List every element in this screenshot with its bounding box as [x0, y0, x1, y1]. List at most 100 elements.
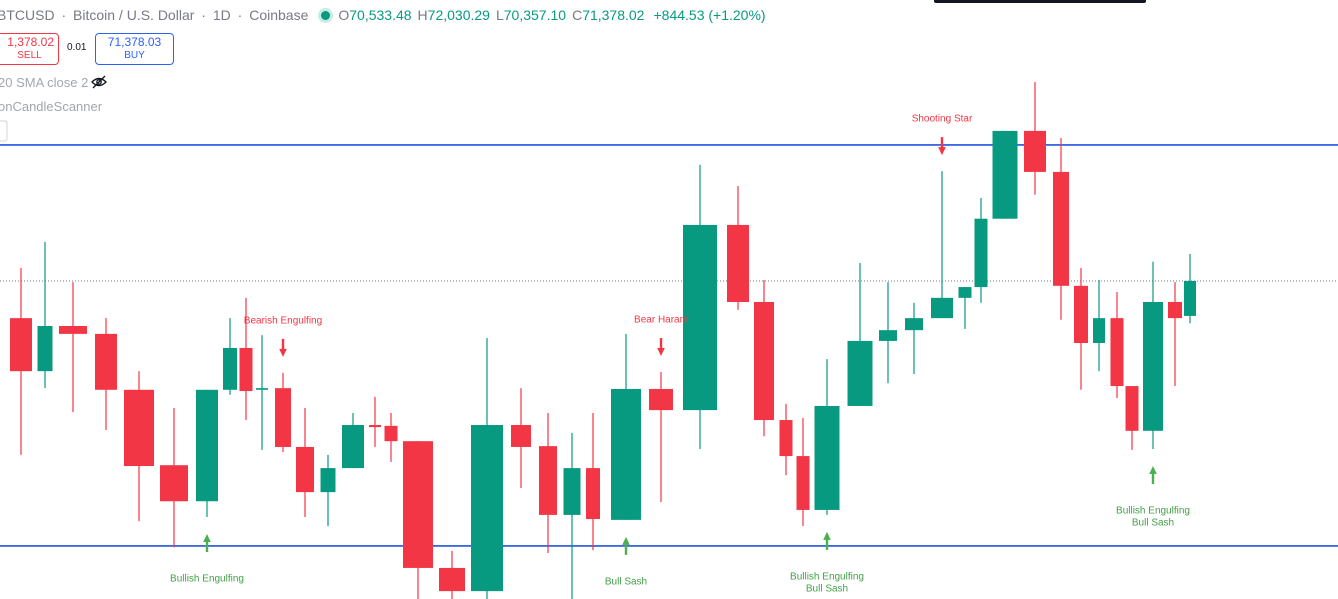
ohlc-key: L	[495, 7, 504, 23]
candle-body	[1184, 280, 1196, 316]
pattern-text: Bull Sash	[1132, 518, 1174, 529]
candle-body	[296, 446, 314, 493]
candle-body	[59, 326, 87, 334]
pattern-label: Shooting Star	[912, 114, 973, 156]
candle-body	[796, 456, 810, 510]
sell-button[interactable]: 1,378.02 SELL	[0, 33, 59, 65]
ohlc-key: O	[338, 7, 350, 23]
candle-body	[1168, 301, 1182, 319]
ohlc-key: H	[417, 7, 428, 23]
buy-label: BUY	[124, 50, 145, 61]
buy-button[interactable]: 71,378.03 BUY	[95, 33, 174, 65]
pattern-label: Bull Sash	[605, 536, 647, 588]
spread: 0.01	[67, 42, 87, 53]
tooltip-edge	[934, 0, 1146, 3]
arrow-down	[279, 338, 287, 357]
separator: ·	[61, 7, 67, 23]
arrow-down	[657, 337, 665, 356]
separator: ·	[237, 7, 243, 23]
buy-price: 71,378.03	[107, 35, 162, 49]
candle-body	[905, 318, 923, 331]
pattern-text: Shooting Star	[912, 114, 973, 125]
arrow-up	[203, 533, 211, 552]
candle-body	[1125, 386, 1139, 431]
candle-body	[223, 347, 237, 390]
pattern-text: Bearish Engulfing	[244, 315, 322, 326]
side-button[interactable]	[0, 120, 8, 142]
separator: ·	[201, 7, 206, 23]
ohlc-value: 71,378.02	[582, 7, 645, 23]
candle-body	[10, 318, 32, 372]
pattern-text: Bullish Engulfing	[790, 572, 864, 583]
sell-price: 1,378.02	[7, 35, 54, 49]
pattern-label: Bearish Engulfing	[244, 315, 322, 357]
candle-body	[256, 388, 268, 390]
pattern-label: Bullish Engulfing	[170, 533, 244, 585]
pattern-text: Bullish Engulfing	[170, 574, 244, 585]
candle-body	[539, 446, 557, 515]
candle-body	[879, 330, 897, 341]
candle-body	[563, 468, 581, 515]
pattern-text: Bullish Engulfing	[1116, 506, 1190, 517]
candle-body	[958, 287, 972, 298]
candle-body	[754, 301, 774, 421]
change: +844.53 (+1.20%)	[653, 7, 766, 23]
candle-body	[1024, 130, 1046, 172]
candle-body	[683, 224, 717, 411]
ohlc: O70,533.48 H72,030.29 L70,357.10 C71,378.02	[338, 7, 650, 23]
candle-body	[471, 425, 503, 592]
candle-body	[992, 130, 1018, 219]
symbol-header: BTCUSD · Bitcoin / U.S. Dollar · 1D · Co…	[0, 7, 772, 23]
candle-body	[239, 347, 253, 392]
candle-body	[611, 388, 641, 520]
candle-body	[384, 425, 398, 442]
indicator[interactable]: 20 SMA close 2	[0, 75, 89, 90]
candle-body	[847, 340, 873, 406]
candle-body	[342, 425, 364, 469]
exchange: Coinbase	[249, 7, 309, 23]
candle-body	[1093, 318, 1105, 343]
candle-body	[779, 420, 793, 457]
candle-body	[95, 333, 117, 390]
sell-label: SELL	[17, 50, 42, 61]
ohlc-value: 70,533.48	[349, 7, 412, 23]
market-status	[321, 11, 331, 20]
interval[interactable]: 1D	[212, 7, 231, 23]
description: Bitcoin / U.S. Dollar	[73, 7, 195, 23]
candle-body	[1143, 301, 1163, 431]
candle-body	[649, 388, 673, 411]
arrow-up	[1149, 466, 1157, 485]
candle-body	[403, 441, 433, 568]
candle-body	[814, 405, 840, 510]
candle-body	[369, 425, 381, 428]
arrow-down	[938, 137, 946, 156]
candle-body	[124, 389, 154, 467]
pattern-text: Bull Sash	[806, 584, 848, 595]
symbol: BTCUSD	[0, 7, 55, 23]
pattern-text: Bull Sash	[605, 577, 647, 588]
pattern-text: Bear Haram	[634, 315, 688, 326]
ohlc-value: 70,357.10	[503, 7, 567, 23]
candle-body	[511, 425, 531, 447]
candle-body	[974, 218, 988, 288]
indicator[interactable]: onCandleScanner	[0, 99, 103, 114]
candle-body	[320, 468, 336, 493]
candle-body	[1110, 318, 1124, 387]
candle-body	[37, 326, 53, 372]
candle-body	[439, 567, 465, 592]
candle-body	[727, 224, 749, 302]
candle-body	[196, 389, 218, 502]
hidden-icon[interactable]	[91, 75, 107, 89]
candle-body	[586, 468, 600, 520]
arrow-up	[823, 531, 831, 550]
candle-body	[275, 388, 291, 447]
candle-body	[160, 465, 188, 502]
pattern-label: Bear Haram	[634, 315, 688, 356]
ohlc-key: C	[572, 7, 583, 23]
arrow-up	[622, 536, 630, 555]
candle-body	[931, 297, 953, 319]
